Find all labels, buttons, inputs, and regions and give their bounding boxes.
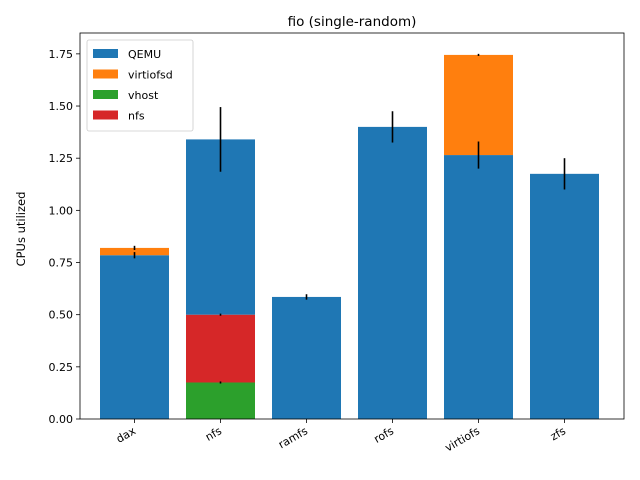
y-tick-label: 0.25 — [49, 361, 74, 374]
y-tick-label: 1.25 — [49, 152, 74, 165]
y-tick-label: 1.00 — [49, 204, 74, 217]
bar-rofs-QEMU — [358, 126, 427, 419]
legend-label-nfs: nfs — [128, 110, 145, 123]
legend-swatch-virtiofsd — [93, 69, 118, 79]
y-tick-label: 0.00 — [49, 413, 74, 426]
y-axis-label: CPUs utilized — [14, 192, 28, 267]
legend-box — [86, 39, 194, 132]
bar-nfs-nfs — [186, 314, 255, 383]
bar-nfs-vhost — [186, 382, 255, 419]
bar-zfs-QEMU — [530, 173, 599, 419]
bar-dax-virtiofsd — [100, 247, 169, 256]
bar-virtiofs-virtiofsd — [444, 54, 513, 156]
bar-ramfs-QEMU — [272, 296, 341, 419]
legend-swatch-vhost — [93, 90, 118, 99]
y-tick-label: 0.75 — [49, 257, 74, 270]
chart-title: fio (single-random) — [288, 14, 417, 30]
legend-swatch-QEMU — [93, 49, 118, 58]
error-bars-group — [133, 53, 566, 384]
y-tick-label: 1.75 — [49, 48, 74, 61]
bar-dax-QEMU — [100, 255, 169, 419]
legend-label-QEMU: QEMU — [128, 48, 161, 61]
y-axis: 0.00 0.25 0.50 0.75 1.00 1.25 1.50 1.75 — [49, 48, 80, 426]
legend: QEMU virtiofsd vhost nfs — [86, 39, 194, 132]
y-tick-label: 0.50 — [49, 309, 74, 322]
plot-frame — [79, 32, 625, 420]
legend-label-vhost: vhost — [128, 89, 159, 102]
legend-swatch-nfs — [93, 110, 118, 120]
legend-label-virtiofsd: virtiofsd — [128, 69, 173, 82]
y-tick-label: 1.50 — [49, 100, 74, 113]
bar-virtiofs-QEMU — [444, 155, 513, 419]
